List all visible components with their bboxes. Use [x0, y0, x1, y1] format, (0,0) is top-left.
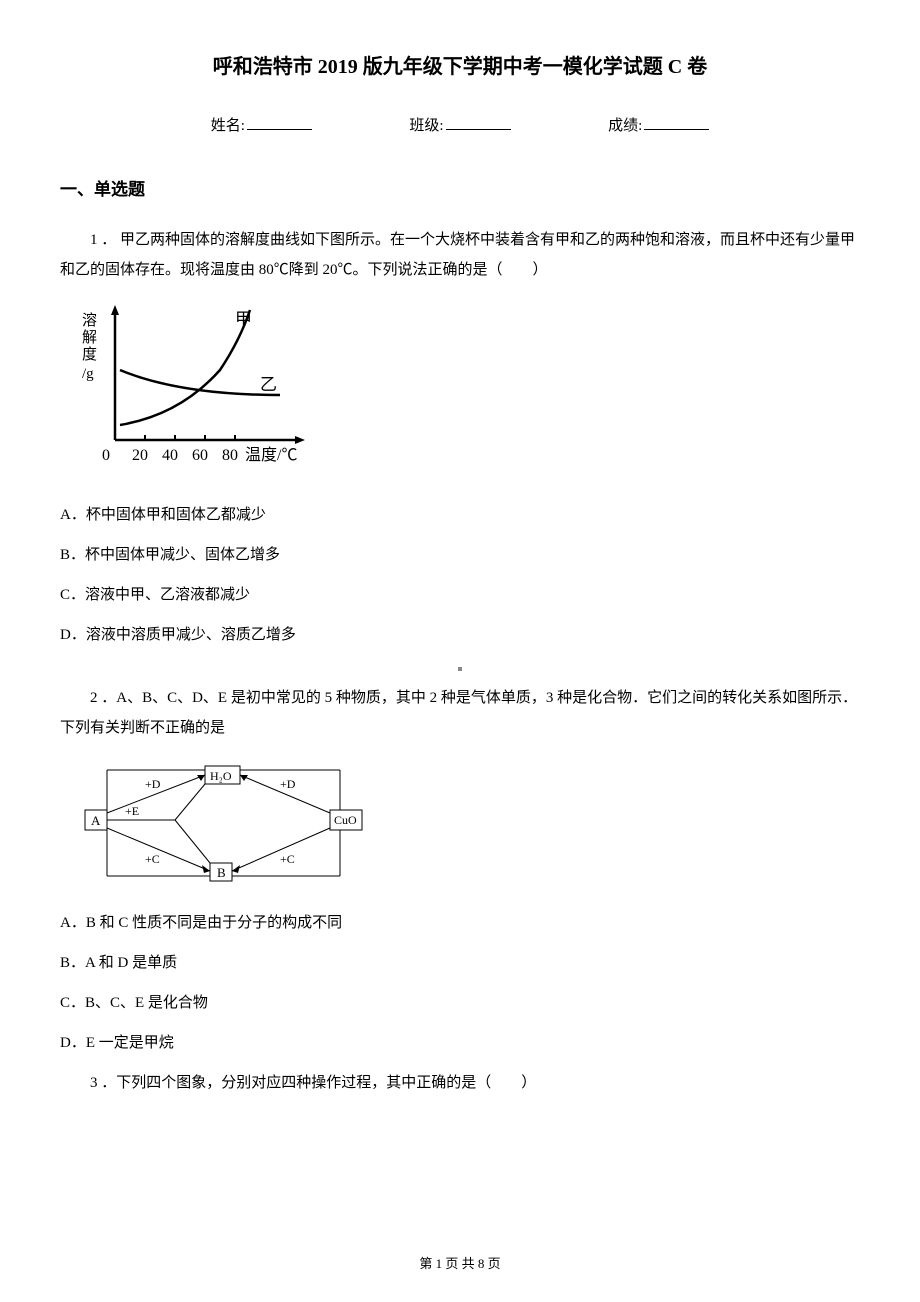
ylabel-3: 度	[82, 346, 97, 363]
ylabel-1: 溶	[82, 312, 97, 329]
q1-option-d: D．溶液中溶质甲减少、溶质乙增多	[60, 620, 860, 650]
node-cuo: CuO	[334, 813, 357, 827]
solubility-chart: 溶 解 度 /g 0 20 40 60 80 温度/℃ 甲 乙	[80, 300, 320, 480]
question-3-text: 3 ．下列四个图象，分别对应四种操作过程，其中正确的是（ ）	[60, 1068, 860, 1098]
curve-jia-label: 甲	[235, 310, 252, 329]
score-blank	[644, 129, 709, 130]
question-1-text: 1 ． 甲乙两种固体的溶解度曲线如下图所示。在一个大烧杯中装着含有甲和乙的两种饱…	[60, 225, 860, 285]
edge-c1: +C	[145, 852, 160, 866]
curve-yi	[120, 370, 280, 395]
page-title: 呼和浩特市 2019 版九年级下学期中考一模化学试题 C 卷	[60, 50, 860, 79]
q2-option-c: C．B、C、E 是化合物	[60, 988, 860, 1018]
node-a: A	[91, 813, 101, 828]
curve-yi-label: 乙	[260, 375, 277, 394]
question-1-figure: 溶 解 度 /g 0 20 40 60 80 温度/℃ 甲 乙	[80, 300, 860, 485]
edge-d2: +D	[280, 777, 296, 791]
flowchart-diagram: A H₂O CuO B +D +D +E +C +C	[80, 758, 370, 888]
xtick-20: 20	[132, 447, 148, 464]
class-label: 班级:	[409, 114, 443, 135]
section-heading: 一、单选题	[60, 175, 860, 200]
xtick-60: 60	[192, 447, 208, 464]
q2-option-a: A．B 和 C 性质不同是由于分子的构成不同	[60, 908, 860, 938]
page-footer: 第 1 页 共 8 页	[0, 1253, 920, 1272]
curve-jia	[120, 310, 250, 425]
node-b: B	[217, 865, 226, 880]
name-blank	[247, 129, 312, 130]
question-2-text: 2 ．A、B、C、D、E 是初中常见的 5 种物质，其中 2 种是气体单质，3 …	[60, 683, 860, 743]
q1-option-c: C．溶液中甲、乙溶液都减少	[60, 580, 860, 610]
info-line: 姓名: 班级: 成绩:	[60, 114, 860, 135]
q2-option-d: D．E 一定是甲烷	[60, 1028, 860, 1058]
edge-d1: +D	[145, 777, 161, 791]
name-label: 姓名:	[211, 114, 245, 135]
edge-e: +E	[125, 804, 139, 818]
ylabel-2: 解	[82, 329, 97, 346]
separator-dot	[458, 667, 462, 671]
score-label: 成绩:	[608, 114, 642, 135]
edge-c2: +C	[280, 852, 295, 866]
xtick-0: 0	[102, 447, 110, 464]
xlabel: 温度/℃	[245, 446, 297, 464]
ylabel-4: /g	[82, 366, 94, 382]
q2-option-b: B．A 和 D 是单质	[60, 948, 860, 978]
q1-option-a: A．杯中固体甲和固体乙都减少	[60, 500, 860, 530]
xtick-80: 80	[222, 447, 238, 464]
node-h2o: H₂O	[210, 769, 232, 783]
question-2-figure: A H₂O CuO B +D +D +E +C +C	[80, 758, 860, 893]
xtick-40: 40	[162, 447, 178, 464]
q1-option-b: B．杯中固体甲减少、固体乙增多	[60, 540, 860, 570]
class-blank	[446, 129, 511, 130]
